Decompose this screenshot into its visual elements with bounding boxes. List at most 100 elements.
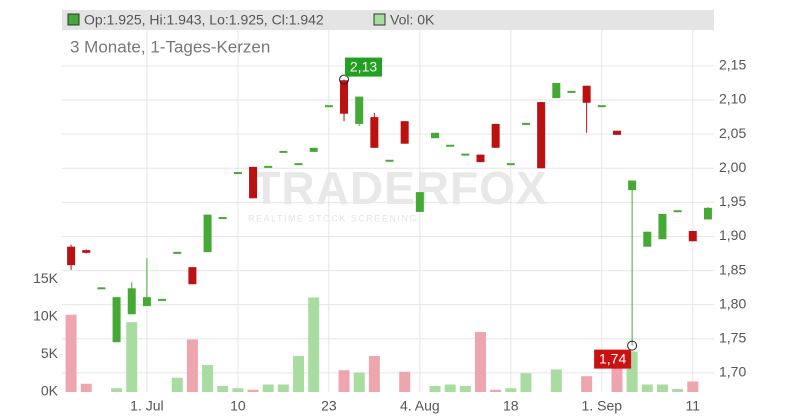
candle-body — [643, 231, 652, 247]
header-icon — [67, 13, 80, 26]
volume-bar — [399, 371, 411, 392]
volume-bar — [368, 355, 380, 392]
annotation-label: 2,13 — [350, 58, 377, 74]
volume-bar — [672, 388, 684, 392]
candle-body — [370, 117, 379, 148]
y-tick-label: 1,80 — [719, 295, 746, 311]
candle-body — [400, 121, 409, 144]
candle-body — [158, 298, 167, 301]
volume-bar — [247, 389, 259, 392]
x-tick-label: 11 — [685, 398, 700, 414]
y-tick-label: 2,15 — [719, 57, 746, 73]
candle-body — [703, 207, 712, 220]
volume-bar — [186, 339, 198, 392]
candle-body — [340, 80, 349, 114]
volume-bar — [262, 384, 274, 392]
volume-bar — [80, 383, 92, 392]
candle-body — [188, 267, 197, 285]
candle-body — [324, 105, 333, 108]
x-tick-label: 4. Aug — [400, 398, 440, 414]
y-tick-label: 2,10 — [719, 91, 746, 107]
candle-body — [249, 166, 258, 199]
candle-body — [385, 159, 394, 162]
volume-bar — [126, 322, 138, 392]
candle-body — [476, 154, 485, 163]
x-tick-label: 23 — [321, 398, 337, 414]
volume-bar — [338, 370, 350, 392]
volume-bar — [581, 376, 593, 392]
header-bar — [62, 10, 714, 30]
candle-body — [264, 165, 273, 168]
candle-body — [461, 153, 470, 156]
volume-icon — [373, 13, 386, 26]
candle-body — [521, 122, 530, 125]
candle-body — [658, 213, 667, 240]
volume-bar — [65, 314, 77, 392]
volume-bar — [111, 388, 123, 392]
y2-tick-label: 5K — [41, 345, 59, 361]
watermark: TRADERFOX — [252, 162, 547, 214]
candle-body — [279, 150, 288, 153]
y-tick-label: 1,85 — [719, 261, 746, 277]
volume-bar — [520, 373, 532, 392]
y-tick-label: 1,75 — [719, 329, 746, 345]
annotation-box — [594, 349, 632, 369]
volume-header: Vol: 0K — [390, 12, 435, 28]
candle-body — [597, 105, 606, 108]
volume-bar — [505, 388, 517, 392]
candle-body — [112, 297, 121, 343]
volume-bar — [277, 384, 289, 392]
candle-body — [142, 297, 151, 307]
candle-body — [537, 102, 546, 169]
chart-title: 3 Monate, 1-Tages-Kerzen — [70, 37, 270, 56]
ohlc-header: Op:1.925, Hi:1.943, Lo:1.925, Cl:1.942 — [84, 12, 324, 28]
candle-body — [673, 210, 682, 213]
volume-bar — [429, 385, 441, 392]
candle-body — [431, 132, 440, 139]
volume-bar — [611, 361, 623, 392]
candle-body — [506, 163, 515, 166]
volume-bar — [687, 381, 699, 392]
x-tick-label: 1. Jul — [130, 398, 163, 414]
candle-body — [628, 180, 637, 191]
candle-body — [415, 192, 424, 212]
candle-body — [67, 246, 76, 266]
candle-body — [309, 147, 318, 152]
candle-body — [82, 250, 91, 253]
candle-body — [203, 214, 212, 253]
x-tick-label: 10 — [230, 398, 246, 414]
annotation-marker — [627, 340, 638, 351]
candle-body — [567, 90, 576, 93]
volume-bar — [202, 364, 214, 392]
y-tick-label: 2,00 — [719, 159, 746, 175]
candle-body — [355, 96, 364, 124]
y-tick-label: 1,70 — [719, 364, 746, 380]
candle-body — [552, 82, 561, 98]
volume-bar — [459, 385, 471, 392]
volume-bar — [353, 372, 365, 392]
volume-bar — [656, 384, 668, 392]
volume-bar — [641, 384, 653, 392]
x-tick-label: 1. Sep — [582, 398, 623, 414]
volume-bar — [217, 385, 229, 392]
volume-bar — [171, 377, 183, 392]
annotation-label: 1,74 — [599, 350, 626, 366]
x-tick-label: 18 — [503, 398, 519, 414]
candle-body — [446, 144, 455, 147]
annotation-marker — [339, 74, 350, 85]
y-tick-label: 1,90 — [719, 227, 746, 243]
y2-tick-label: 0K — [41, 383, 59, 399]
volume-bar — [490, 389, 502, 392]
y2-tick-label: 10K — [33, 308, 59, 324]
volume-bar — [308, 297, 320, 392]
candle-body — [127, 288, 136, 315]
candle-body — [294, 163, 303, 166]
volume-bar — [550, 369, 562, 392]
volume-bar — [232, 388, 244, 392]
candle-body — [173, 251, 182, 254]
volume-bar — [444, 384, 456, 392]
volume-bar — [626, 351, 638, 392]
volume-bar — [474, 331, 486, 392]
y2-tick-label: 15K — [33, 270, 59, 286]
